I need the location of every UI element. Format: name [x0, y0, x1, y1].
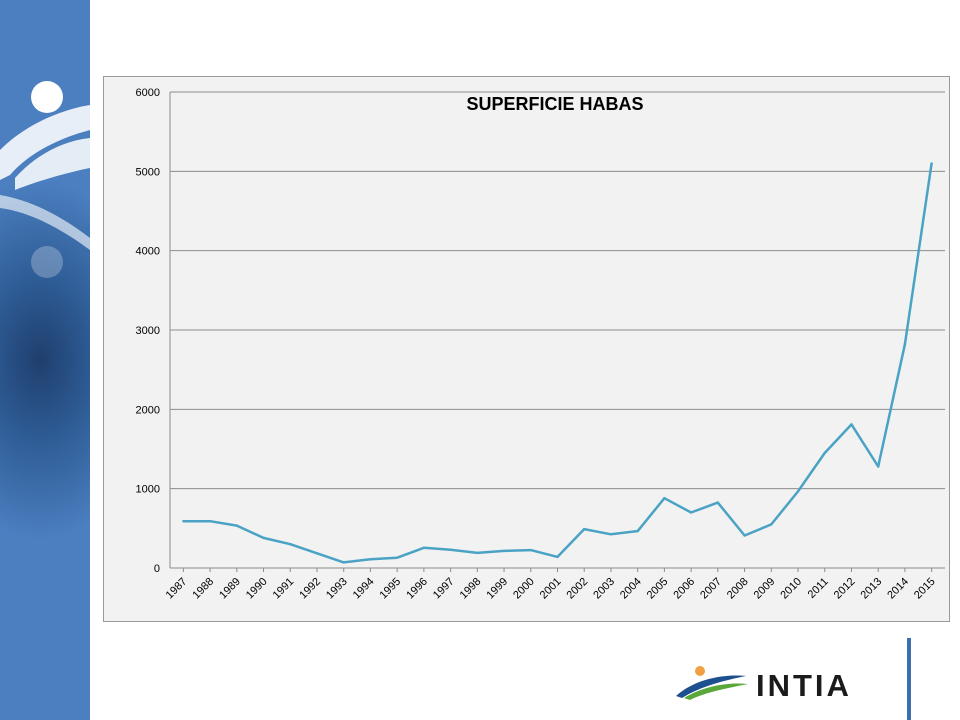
y-tick-label: 2000	[136, 404, 160, 416]
x-tick-label: 1993	[324, 576, 350, 602]
x-tick-label: 2005	[645, 576, 671, 602]
decor-swoosh-middle	[15, 138, 90, 190]
x-tick-label: 1992	[297, 576, 323, 602]
data-point	[182, 519, 185, 523]
decorative-swoosh-graphic	[0, 81, 90, 278]
side-decoration-band	[0, 0, 90, 720]
x-tick-label: 1987	[164, 576, 190, 602]
y-tick-label: 0	[154, 563, 160, 575]
data-point	[208, 519, 212, 523]
x-tick-label: 2000	[511, 576, 537, 602]
data-point	[315, 552, 319, 555]
data-point	[583, 527, 586, 531]
x-axis-ticks: 1987 1988 1989 1990 1991 1992 1993 1994 1995 1996…	[164, 568, 938, 601]
x-tick-label: 2001	[538, 576, 564, 602]
data-point	[796, 490, 800, 493]
decor-vertical-bar	[907, 638, 911, 720]
y-axis-ticks: 0 1000 2000 3000 4000 5000 6000	[136, 87, 160, 575]
logo-green-swoosh	[684, 683, 748, 700]
intia-logo: INTIA	[676, 662, 886, 706]
data-point	[689, 511, 693, 514]
x-tick-label: 1989	[217, 576, 243, 602]
data-point	[342, 561, 345, 564]
data-point	[743, 534, 746, 537]
decor-dot-faded	[31, 246, 63, 278]
data-point	[289, 543, 292, 546]
data-point	[556, 555, 559, 559]
x-tick-label: 2014	[885, 576, 911, 602]
gridlines	[169, 91, 945, 569]
y-tick-label: 5000	[136, 166, 160, 178]
data-point	[850, 423, 853, 426]
y-tick-label: 3000	[136, 325, 160, 337]
x-tick-label: 2013	[859, 576, 885, 602]
x-tick-label: 1991	[271, 576, 297, 602]
logo-blue-swoosh	[676, 675, 746, 698]
x-tick-label: 2004	[618, 576, 644, 602]
x-tick-label: 2012	[832, 576, 858, 602]
logo-orange-dot	[695, 666, 705, 676]
data-point	[502, 549, 506, 553]
x-tick-label: 2007	[698, 576, 724, 602]
x-tick-label: 1994	[351, 576, 377, 602]
data-point	[262, 536, 265, 540]
x-tick-label: 2011	[806, 576, 831, 601]
logo-text: INTIA	[756, 668, 852, 703]
data-point	[636, 529, 639, 533]
x-tick-label: 2010	[778, 576, 804, 602]
data-point	[609, 533, 613, 536]
data-point	[823, 451, 826, 455]
x-tick-label: 2002	[565, 576, 591, 602]
x-tick-label: 1999	[484, 576, 510, 602]
intia-logo-mark	[676, 666, 748, 700]
chart-title: SUPERFICIE HABAS	[466, 94, 643, 114]
data-point	[235, 524, 239, 527]
x-tick-label: 1997	[431, 576, 457, 602]
data-point	[716, 501, 720, 504]
data-point	[422, 546, 426, 549]
data-point	[903, 343, 907, 346]
data-point	[395, 556, 399, 559]
x-tick-label: 2006	[671, 576, 697, 602]
data-point	[369, 558, 372, 561]
x-tick-label: 2015	[912, 576, 938, 602]
series-layer	[182, 162, 933, 564]
y-tick-label: 1000	[136, 484, 160, 496]
x-tick-label: 1988	[190, 576, 216, 602]
x-tick-label: 2003	[591, 576, 617, 602]
decor-dot	[31, 81, 63, 113]
x-tick-label: 1996	[404, 576, 430, 602]
data-point	[529, 548, 532, 552]
series-line	[183, 163, 933, 564]
decor-swoosh-upper	[0, 105, 90, 180]
data-point	[663, 496, 666, 500]
data-point	[449, 548, 452, 551]
x-tick-label: 1990	[244, 576, 270, 602]
x-tick-label: 1995	[377, 576, 403, 602]
data-point	[770, 523, 773, 526]
chart-area: 0 1000 2000 3000 4000 5000 6000 1987 1988 1989 19…	[103, 76, 950, 622]
y-tick-label: 6000	[136, 87, 160, 99]
x-tick-label: 1998	[458, 576, 484, 602]
data-point	[876, 465, 880, 468]
x-tick-label: 2009	[752, 576, 778, 602]
y-tick-label: 4000	[136, 246, 160, 258]
x-tick-label: 2008	[725, 576, 751, 602]
data-point	[476, 551, 479, 555]
data-point	[930, 162, 933, 165]
decor-swoosh-lower	[0, 195, 90, 250]
